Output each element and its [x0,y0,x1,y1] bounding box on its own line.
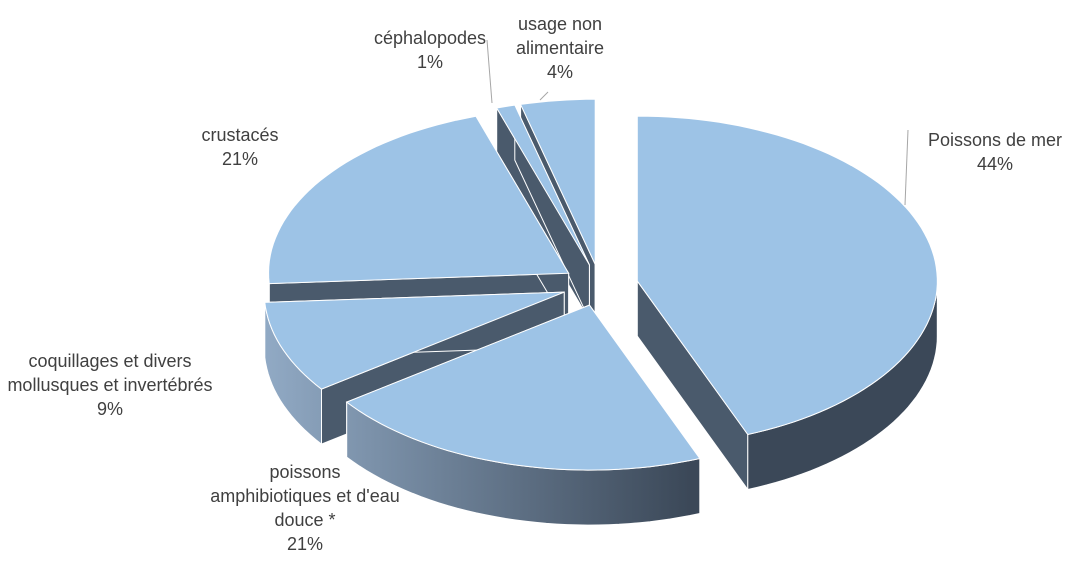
category-label: coquillages et divers mollusques et inve… [7,351,213,395]
value-label: 44% [976,154,1014,174]
slice [345,304,701,471]
data-label: céphalopodes 1% [365,26,495,74]
value-label: 1% [416,52,443,72]
category-label: céphalopodes [373,28,487,48]
slice [268,115,570,285]
data-label: poissons amphibiotiques et d'eau douce *… [210,460,400,556]
value-label: 4% [546,62,573,82]
leader-line [486,39,493,104]
data-label: Poissons de mer 44% [895,128,1076,176]
data-label: crustacés 21% [180,123,300,171]
category-label: crustacés [201,125,279,145]
slice [519,98,596,265]
category-label: poissons amphibiotiques et d'eau douce * [210,462,400,530]
category-label: usage non alimentaire [515,14,605,58]
value-label: 21% [286,534,324,554]
leader-line [539,91,549,101]
slice [495,104,590,266]
data-label: usage non alimentaire 4% [505,12,615,84]
value-label: 21% [221,149,259,169]
value-label: 9% [96,399,123,419]
leader-line [904,129,909,206]
category-label: Poissons de mer [927,130,1063,150]
slice [264,291,565,390]
slice [636,115,938,436]
data-label: coquillages et divers mollusques et inve… [3,349,218,421]
